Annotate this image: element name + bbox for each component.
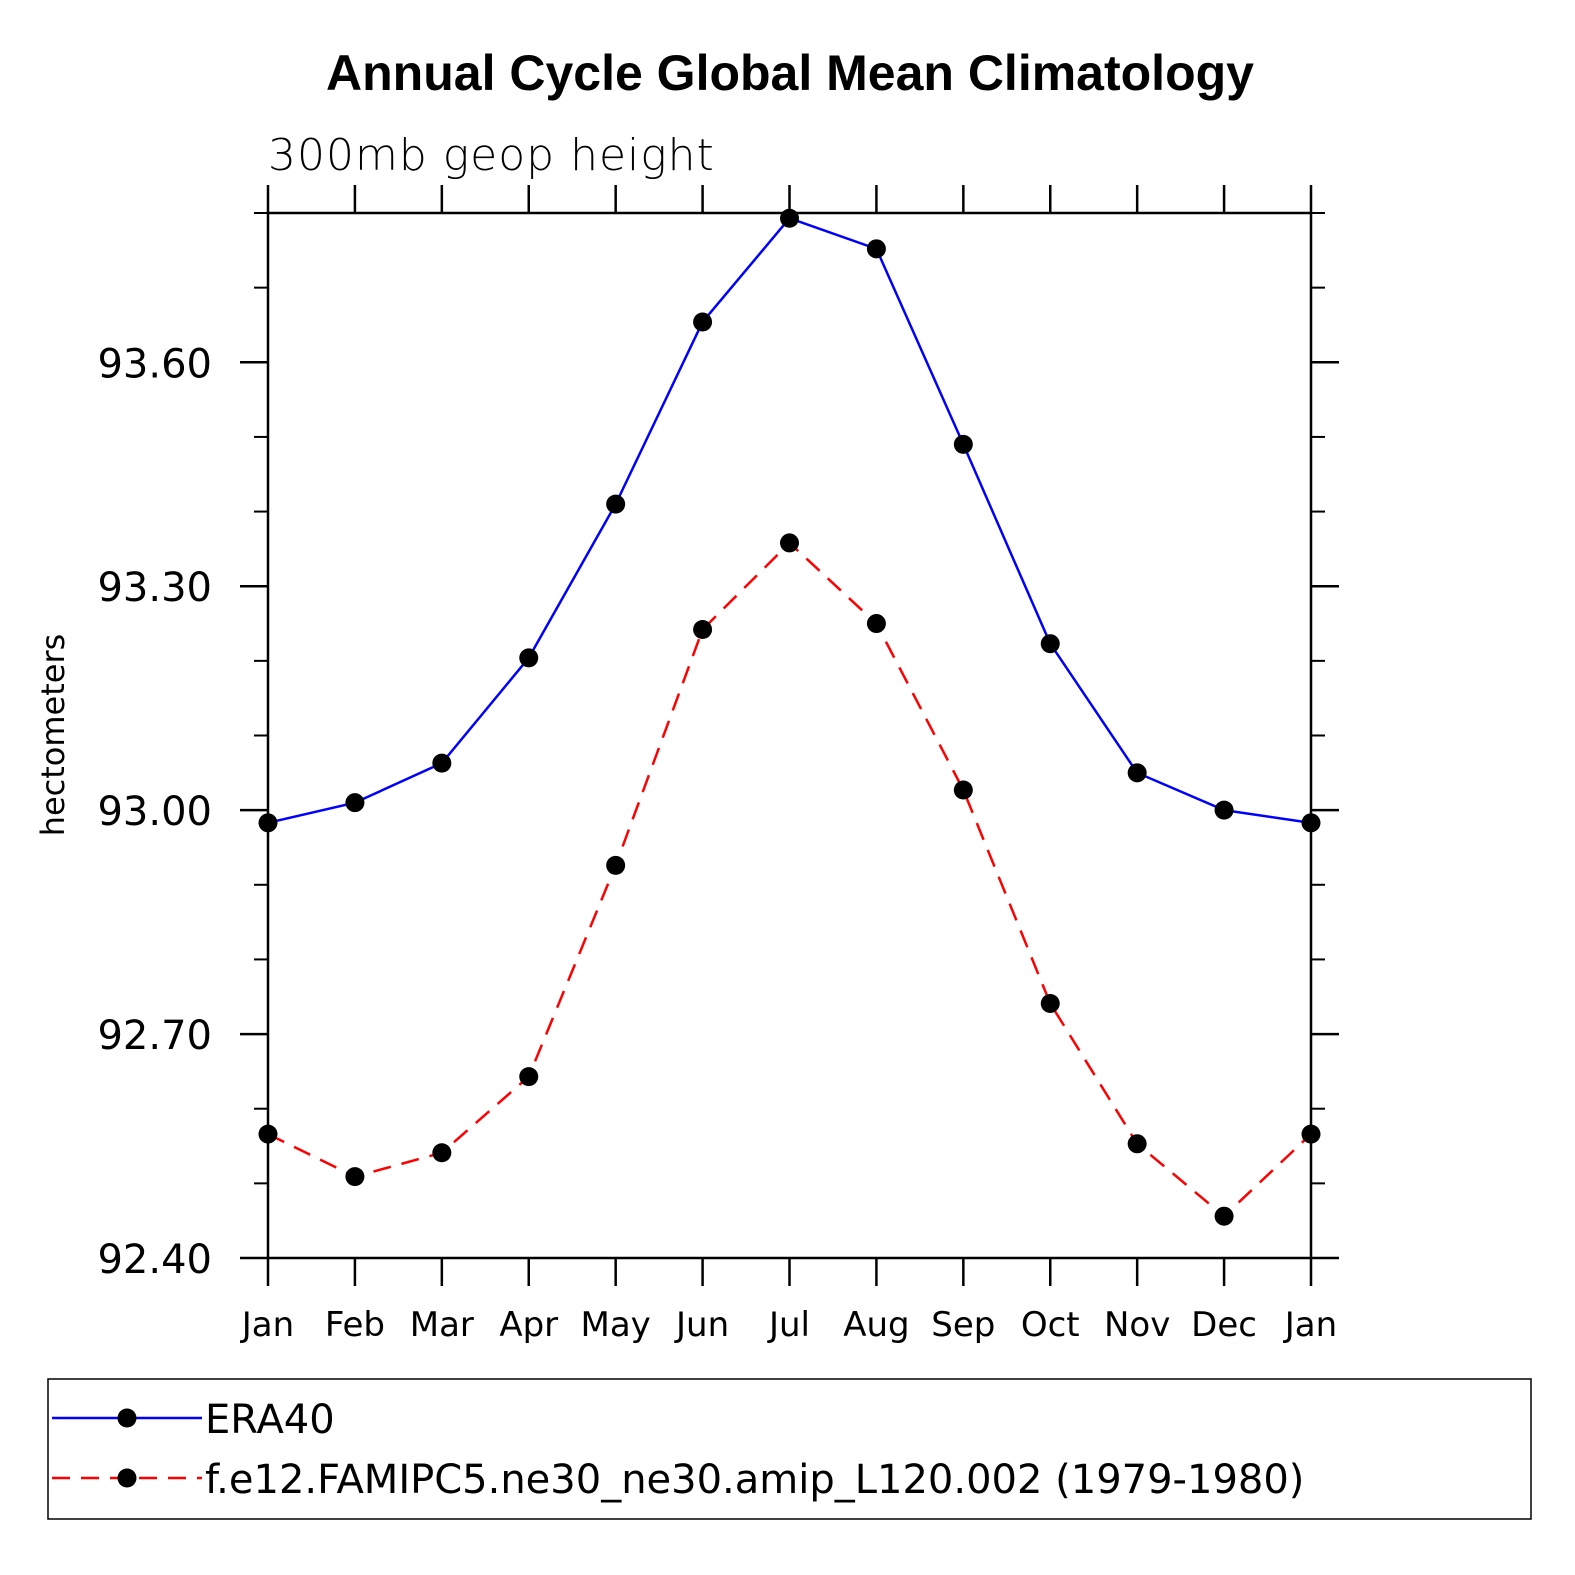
x-tick-label: Jul <box>767 1305 810 1345</box>
legend-label-0: ERA40 <box>205 1397 335 1443</box>
data-point <box>1040 634 1060 654</box>
data-point <box>1127 1134 1147 1154</box>
data-point <box>1214 800 1234 820</box>
data-point <box>866 614 886 634</box>
x-tick-label: Jan <box>1283 1305 1337 1345</box>
y-axis-label: hectometers <box>34 634 72 837</box>
y-axis-ticks: 92.40 92.70 93.00 93.30 93.60 <box>97 212 1339 1283</box>
data-point <box>866 239 886 259</box>
legend-label-1: f.e12.FAMIPC5.ne30_ne30.amip_L120.002 (1… <box>205 1457 1304 1503</box>
series-layer <box>258 208 1321 1226</box>
x-tick-label: Mar <box>410 1305 474 1345</box>
y-tick-label: 93.00 <box>97 789 212 835</box>
x-tick-label: May <box>581 1305 651 1345</box>
data-point <box>780 533 799 553</box>
data-point <box>606 855 626 875</box>
x-tick-label: Feb <box>325 1305 385 1345</box>
series-line-0 <box>267 216 1312 825</box>
data-point <box>345 793 365 813</box>
data-point <box>519 648 539 668</box>
chart-subtitle: 300mb geop height <box>268 130 715 181</box>
x-tick-label: Aug <box>843 1305 909 1345</box>
legend-items: ERA40 f.e12.FAMIPC5.ne30_ne30.amip_L120.0… <box>52 1397 1304 1503</box>
data-point <box>1040 993 1060 1013</box>
data-point <box>432 753 452 773</box>
data-point <box>780 208 799 228</box>
data-point <box>432 1143 452 1163</box>
x-tick-label: Nov <box>1104 1305 1170 1345</box>
y-tick-label: 92.40 <box>97 1237 212 1283</box>
x-tick-label: Jun <box>674 1305 729 1345</box>
x-tick-label: Sep <box>931 1305 995 1345</box>
data-point <box>693 312 713 332</box>
data-point <box>519 1067 539 1087</box>
y-tick-label: 93.60 <box>97 341 212 387</box>
x-tick-label: Oct <box>1021 1305 1080 1345</box>
data-point <box>1127 763 1147 783</box>
x-axis-ticks: Jan Feb Mar Apr May Jun Jul Aug Sep Oct Nov Dec Jan <box>240 185 1337 1345</box>
data-point <box>953 434 973 454</box>
legend-marker <box>117 1408 137 1428</box>
series-line-1 <box>267 541 1312 1218</box>
plot-frame <box>266 211 1313 1260</box>
x-tick-label: Jan <box>240 1305 294 1345</box>
data-point <box>345 1167 365 1187</box>
y-tick-label: 92.70 <box>97 1013 212 1059</box>
data-point <box>953 780 973 800</box>
plot-area: 92.40 92.70 93.00 93.30 93.60 Jan Feb Mar Apr Ma… <box>97 185 1339 1345</box>
chart-title: Annual Cycle Global Mean Climatology <box>326 45 1254 101</box>
data-point <box>606 494 626 514</box>
x-tick-label: Apr <box>499 1305 558 1345</box>
legend: ERA40 f.e12.FAMIPC5.ne30_ne30.amip_L120.0… <box>47 1378 1532 1520</box>
legend-marker <box>117 1468 137 1488</box>
y-tick-label: 93.30 <box>97 565 212 611</box>
legend-box <box>47 1378 1532 1520</box>
data-point <box>1214 1206 1234 1226</box>
data-point <box>693 620 713 640</box>
x-tick-label: Dec <box>1191 1305 1257 1345</box>
